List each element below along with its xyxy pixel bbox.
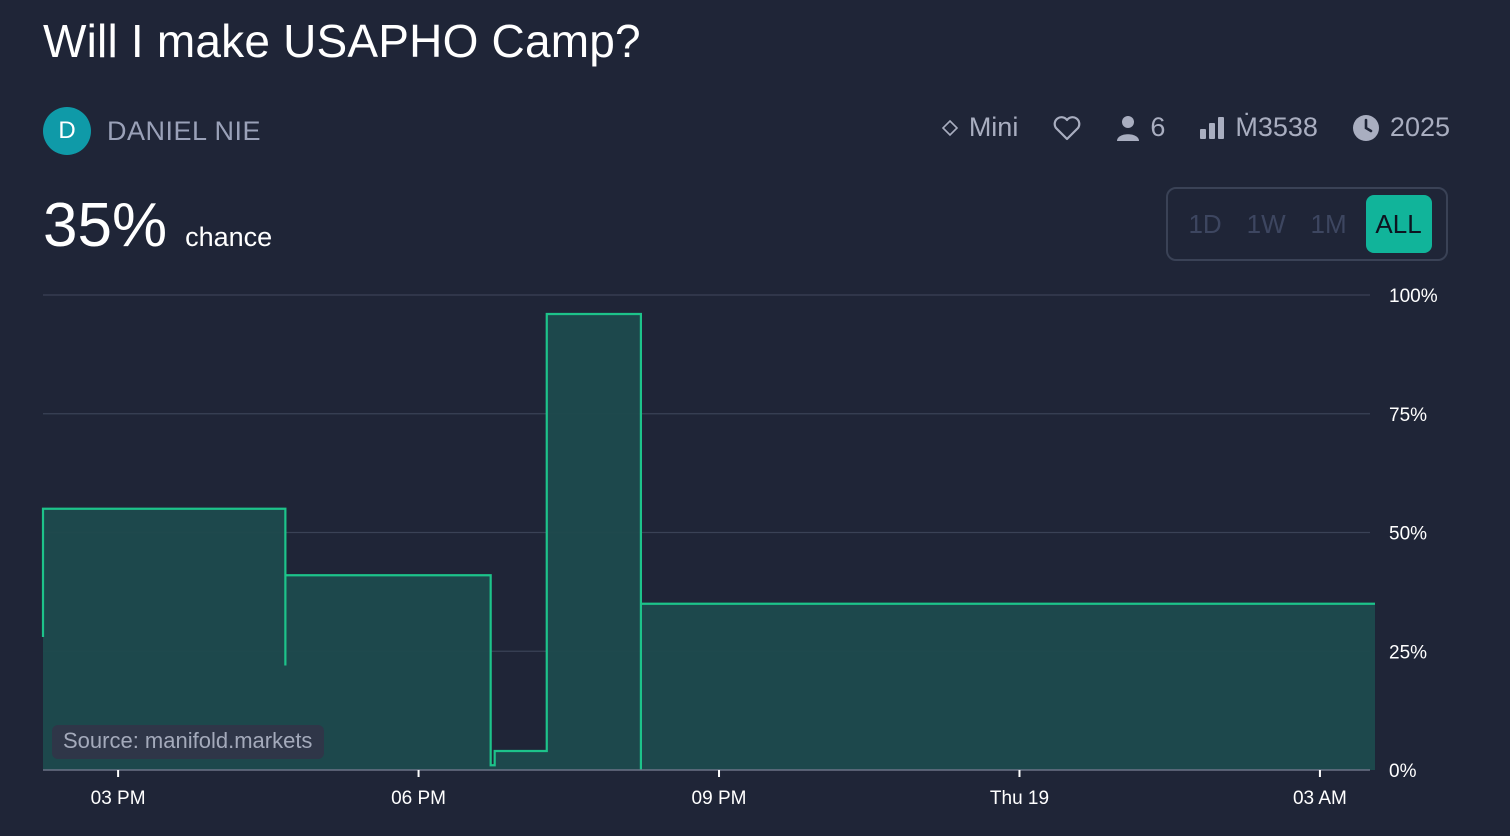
series-area — [43, 314, 1376, 770]
x-tick-label: 03 AM — [1293, 788, 1347, 809]
probability-chart[interactable]: 0%25%50%75%100% 03 PM 06 PM 09 PM Thu 19 03 … — [0, 270, 1510, 836]
market-stats: Mini 6 Ṁ3538 2025 — [941, 112, 1450, 143]
probability: 35% chance — [43, 190, 272, 261]
range-1w-button[interactable]: 1W — [1246, 208, 1286, 239]
bar-chart-icon — [1199, 116, 1225, 140]
heart-outline-icon[interactable] — [1052, 115, 1082, 141]
avatar[interactable]: D — [43, 107, 91, 155]
author-name[interactable]: DANIEL NIE — [107, 115, 262, 146]
author-info[interactable]: D DANIEL NIE — [43, 107, 261, 155]
y-tick-label: 75% — [1389, 405, 1427, 426]
range-1d-button[interactable]: 1D — [1188, 208, 1222, 239]
traders-count[interactable]: 6 — [1116, 112, 1165, 143]
person-icon — [1116, 115, 1140, 141]
x-axis: 03 PM 06 PM 09 PM Thu 19 03 AM — [43, 769, 1370, 809]
like-button[interactable] — [1052, 115, 1082, 141]
volume-value: Ṁ3538 — [1235, 112, 1318, 142]
range-1m-button[interactable]: 1M — [1310, 208, 1347, 239]
market-title: Will I make USAPHO Camp? — [43, 15, 641, 67]
series-line — [41, 312, 1376, 770]
y-tick-label: 25% — [1389, 642, 1427, 663]
x-tick-label: 06 PM — [391, 788, 446, 809]
tier-badge[interactable]: Mini — [941, 112, 1019, 143]
close-year: 2025 — [1389, 112, 1450, 142]
x-tick-label: Thu 19 — [990, 788, 1049, 809]
clock-icon — [1352, 114, 1380, 142]
volume-stat[interactable]: Ṁ3538 — [1199, 112, 1318, 143]
y-tick-label: 100% — [1389, 286, 1438, 307]
y-tick-label: 0% — [1389, 761, 1417, 782]
y-axis: 0% 25% 50% 75% 100% — [1389, 286, 1438, 782]
chart-series — [41, 312, 1376, 770]
source-label: Source: manifold.markets — [52, 725, 325, 759]
diamond-outline-icon — [941, 119, 959, 137]
traders-value: 6 — [1150, 112, 1166, 142]
close-date[interactable]: 2025 — [1352, 112, 1450, 143]
time-range-selector: 1D 1W 1M ALL — [1166, 187, 1448, 261]
probability-suffix: chance — [185, 222, 273, 252]
x-tick-label: 03 PM — [91, 788, 146, 809]
y-tick-label: 50% — [1389, 524, 1427, 545]
range-all-button[interactable]: ALL — [1365, 195, 1432, 253]
probability-value: 35% — [43, 191, 168, 260]
tier-label: Mini — [968, 112, 1019, 142]
x-tick-label: 09 PM — [692, 788, 747, 809]
